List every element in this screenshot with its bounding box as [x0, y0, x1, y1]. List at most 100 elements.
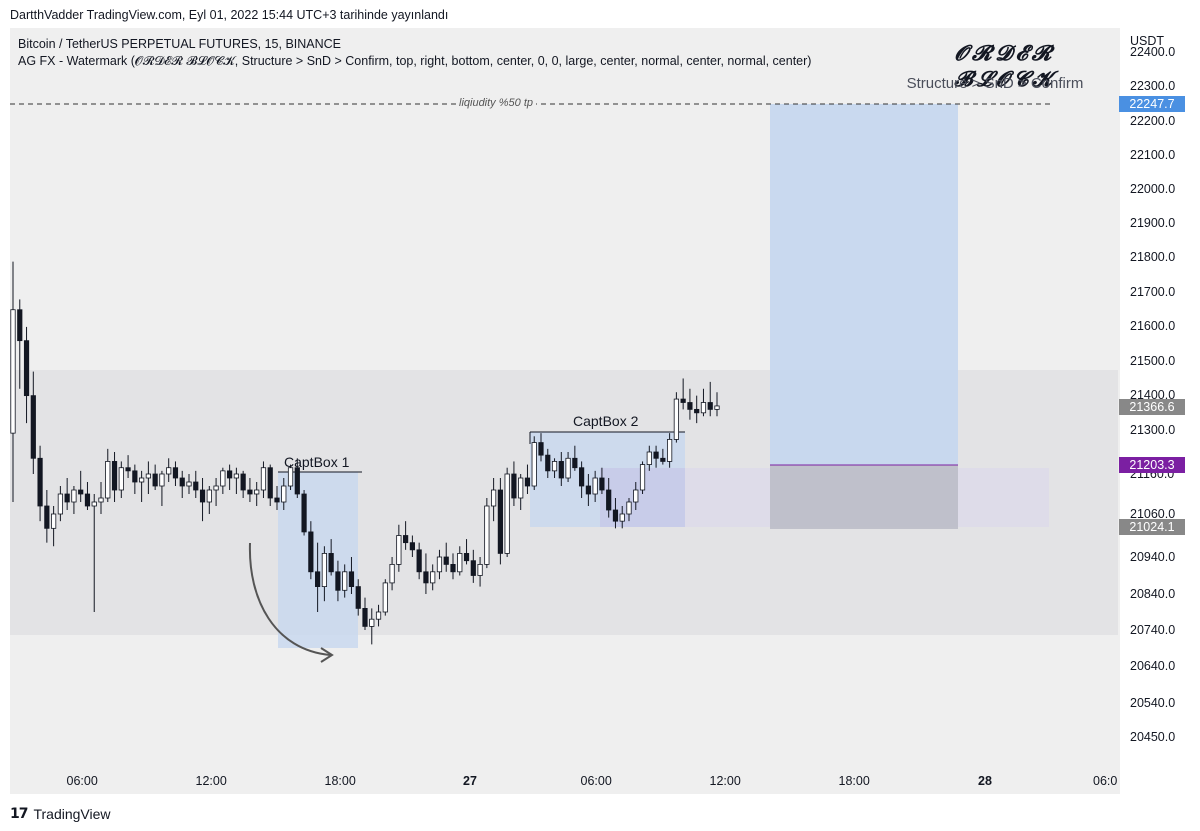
- price-tick-label: 22400.0: [1130, 45, 1176, 59]
- candle-body: [612, 509, 619, 522]
- candle-body: [389, 564, 395, 584]
- candle-body: [294, 467, 300, 495]
- time-tick-label: 12:00: [195, 774, 227, 788]
- candle-body: [267, 467, 273, 499]
- candle-body: [17, 309, 23, 342]
- candle-body: [355, 586, 361, 609]
- candle-body: [30, 395, 36, 459]
- candle-body: [118, 467, 124, 491]
- candle-body: [491, 489, 497, 507]
- candle-body: [287, 467, 294, 487]
- time-tick-label: 18:00: [838, 774, 870, 788]
- candle-body: [403, 535, 409, 544]
- candle-body: [504, 473, 510, 554]
- candle-body: [159, 473, 165, 487]
- candle-body: [91, 501, 97, 507]
- candle-body: [342, 571, 348, 591]
- price-tick-label: 22200.0: [1130, 114, 1176, 128]
- candle-body: [477, 564, 483, 576]
- candle-body: [254, 489, 260, 495]
- footer: [0, 797, 1200, 831]
- candle-body: [84, 493, 91, 507]
- candle-body: [700, 402, 707, 414]
- time-tick-label: 06:0: [1093, 774, 1118, 788]
- indicator-line[interactable]: AG FX - Watermark (𝓞𝓡𝓓𝓔𝓡 𝓑𝓛𝓞𝓒𝓚, Structur…: [18, 54, 812, 68]
- candle-body: [653, 451, 659, 459]
- candle-body: [450, 564, 456, 573]
- candle-body: [369, 618, 375, 627]
- chart-legend[interactable]: Bitcoin / TetherUS PERPETUAL FUTURES, 15…: [18, 36, 811, 70]
- candle-body: [315, 571, 321, 587]
- candle-body: [64, 493, 70, 503]
- candle-body: [511, 473, 517, 499]
- candle-body: [599, 477, 605, 491]
- candle-body: [633, 489, 639, 503]
- candle-body: [646, 451, 652, 465]
- price-tick-label: 21500.0: [1130, 354, 1176, 368]
- candle-body: [531, 442, 537, 487]
- captbox1-label: CaptBox 1: [284, 454, 350, 470]
- price-tick-label: 22100.0: [1130, 148, 1176, 162]
- candle-body: [260, 467, 267, 491]
- symbol-line[interactable]: Bitcoin / TetherUS PERPETUAL FUTURES, 15…: [18, 37, 342, 51]
- candle-body: [51, 513, 57, 529]
- stop-box: [770, 465, 958, 529]
- candle-body: [57, 493, 63, 515]
- candle-body: [98, 497, 104, 503]
- candle-body: [484, 505, 490, 565]
- candle-body: [443, 556, 449, 565]
- candle-body: [132, 470, 138, 483]
- candle-body: [145, 473, 151, 479]
- curved-arrow-head: [320, 647, 334, 663]
- candle-body: [348, 571, 355, 587]
- candle-body: [321, 553, 327, 588]
- price-tick-label: 21600.0: [1130, 319, 1176, 333]
- candle-body: [673, 398, 679, 440]
- candle-body: [23, 340, 30, 397]
- price-tick-label: 20540.0: [1130, 696, 1176, 710]
- candle-body: [220, 470, 226, 487]
- price-tick-label: 21800.0: [1130, 250, 1176, 264]
- candle-body: [463, 553, 470, 562]
- candle-body: [667, 439, 673, 462]
- candle-body: [639, 464, 646, 491]
- candle-body: [430, 571, 436, 584]
- time-tick-label: 12:00: [709, 774, 741, 788]
- price-tick-label: 20740.0: [1130, 623, 1176, 637]
- time-tick-label: 28: [978, 774, 992, 788]
- candle-body: [37, 457, 43, 507]
- candle-body: [565, 457, 571, 479]
- price-tag: 22247.7: [1119, 96, 1185, 112]
- candle-body: [416, 549, 422, 573]
- time-tick-label: 18:00: [324, 774, 356, 788]
- target-box: [770, 104, 958, 465]
- candle-body: [572, 457, 578, 469]
- candle-body: [308, 531, 314, 573]
- candle-body: [193, 481, 199, 491]
- candle-body: [172, 467, 179, 479]
- price-tag: 21024.1: [1119, 519, 1185, 535]
- candle-body: [436, 556, 443, 573]
- tradingview-logo[interactable]: 17 TradingView: [10, 806, 111, 822]
- candle-body: [545, 454, 551, 472]
- time-tick-label: 06:00: [66, 774, 98, 788]
- candle-body: [497, 489, 503, 554]
- candle-body: [592, 477, 598, 495]
- candle-body: [240, 473, 246, 491]
- candle-body: [213, 485, 219, 491]
- candle-body: [247, 489, 253, 495]
- price-tag: 21366.6: [1119, 399, 1185, 415]
- candle-body: [281, 485, 287, 503]
- candle-body: [457, 553, 463, 573]
- candle-body: [579, 467, 585, 487]
- candle-body: [78, 489, 84, 495]
- candle-body: [233, 473, 239, 479]
- candle-body: [105, 461, 111, 499]
- candle-body: [152, 473, 158, 487]
- currency-label: USDT: [1130, 34, 1165, 48]
- candle-body: [301, 493, 307, 533]
- price-tick-label: 20450.0: [1130, 730, 1176, 744]
- candle-body: [71, 489, 77, 503]
- candle-body: [694, 408, 700, 414]
